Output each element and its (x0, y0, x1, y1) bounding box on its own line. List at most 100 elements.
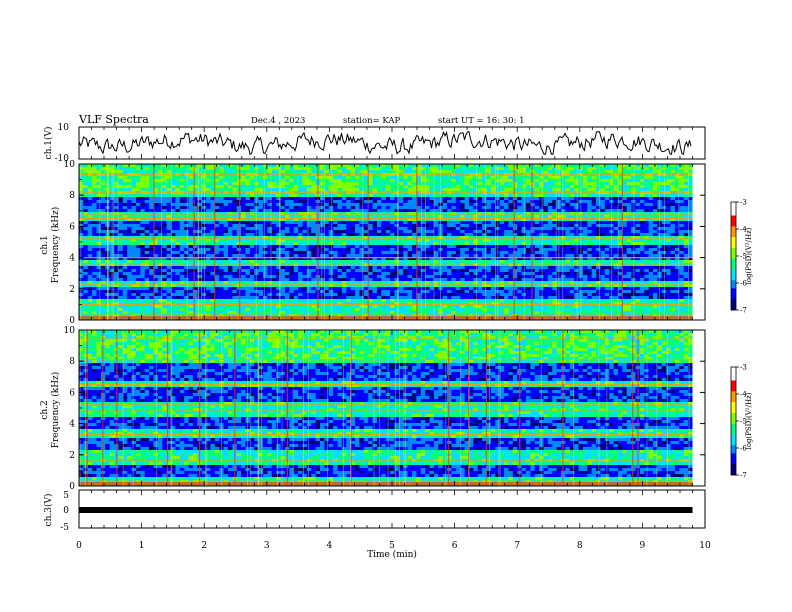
spectrogram-cell (442, 236, 448, 240)
spectrogram-cell (355, 233, 360, 237)
spectrogram-cell (144, 224, 150, 228)
spectrogram-cell (482, 194, 487, 198)
spectrogram-cell (582, 230, 588, 234)
spectrogram-cell (267, 242, 273, 246)
spectrogram-cell (258, 164, 264, 168)
spectrogram-cell (206, 200, 211, 204)
spectrogram-cell (648, 248, 654, 252)
spectrogram-cell (219, 221, 224, 225)
spectrogram-cell (350, 242, 356, 246)
spectrogram-cell (674, 230, 680, 234)
spectrogram-cell (486, 248, 492, 252)
spectrogram-cell (631, 224, 636, 228)
spectrogram-cell (302, 221, 308, 225)
spectrogram-cell (565, 188, 571, 192)
spectrogram-cell (206, 248, 211, 252)
spectrogram-cell (574, 206, 579, 210)
spectrogram-cell (127, 236, 132, 240)
spectrogram-cell (644, 185, 649, 189)
spectrogram-cell (372, 170, 378, 174)
spectrogram-cell (653, 227, 658, 231)
spectrogram-cell (381, 227, 387, 231)
spectrogram-cell (534, 209, 540, 213)
spectrogram-cell (293, 269, 299, 273)
spectrogram-cell (135, 194, 141, 198)
spectrogram-cell (236, 164, 242, 168)
spectrogram-cell (118, 188, 124, 192)
spectrogram-cell (639, 188, 645, 192)
spectrogram-cell (258, 266, 264, 270)
spectrogram-cell (311, 257, 316, 261)
spectrogram-cell (197, 236, 202, 240)
spectrogram-cell (276, 188, 281, 192)
spectrogram-cell (276, 182, 281, 186)
spectrogram-cell (258, 176, 264, 180)
spectrogram-cell (184, 182, 189, 186)
spectrogram-cell (135, 239, 141, 243)
spectrogram-cell (363, 197, 369, 201)
spectrogram-cell (284, 197, 290, 201)
spectrogram-cell (241, 182, 246, 186)
spectrogram-cell (547, 239, 553, 243)
spectrogram-cell (162, 242, 167, 246)
spectrogram-cell (179, 266, 185, 270)
spectrogram-cell (144, 242, 150, 246)
spectrogram-cell (635, 233, 641, 237)
spectrogram-cell (372, 266, 378, 270)
spectrogram-cell (679, 230, 685, 234)
spectrogram-cell (543, 260, 549, 264)
spectrogram-cell (587, 170, 592, 174)
spectrogram-cell (653, 242, 658, 246)
spectrogram-cell (201, 179, 207, 183)
spectrogram-cell (534, 170, 540, 174)
spectrogram-cell (333, 239, 338, 243)
spectrogram-cell (591, 266, 597, 270)
spectrogram-cell (236, 215, 242, 219)
spectrogram-cell (565, 260, 571, 264)
spectrogram-cell (412, 188, 417, 192)
spectrogram-cell (688, 248, 693, 252)
spectrogram-cell (157, 248, 163, 252)
spectrogram-cell (587, 215, 592, 219)
spectrogram-cell (355, 182, 360, 186)
spectrogram-cell (504, 182, 509, 186)
spectrogram-cell (118, 266, 124, 270)
spectrogram-cell (219, 242, 224, 246)
spectrogram-cell (552, 266, 557, 270)
spectrogram-cell (188, 164, 194, 168)
spectrogram-cell (328, 236, 334, 240)
spectrogram-cell (596, 245, 601, 249)
spectrogram-cell (79, 176, 84, 180)
spectrogram-cell (631, 188, 636, 192)
spectrogram-cell (561, 251, 566, 255)
spectrogram-cell (416, 233, 422, 237)
spectrogram-cell (582, 260, 588, 264)
spectrogram-cell (670, 203, 676, 207)
spectrogram-cell (469, 197, 474, 201)
spectrogram-cell (96, 236, 102, 240)
spectrogram-cell (416, 188, 422, 192)
spectrogram-cell (267, 227, 273, 231)
spectrogram-cell (477, 239, 483, 243)
spectrogram-cell (127, 245, 132, 249)
spectrogram-cell (617, 257, 623, 261)
spectrogram-cell (604, 224, 610, 228)
spectrogram-cell (447, 248, 452, 252)
spectrogram-cell (455, 266, 461, 270)
spectrogram-cell (87, 164, 93, 168)
spectrogram-cell (83, 254, 89, 258)
spectrogram-cell (420, 170, 426, 174)
spectrogram-cell (420, 260, 426, 264)
spectrogram-cell (298, 221, 303, 225)
spectrogram-cell (127, 179, 132, 183)
spectrogram-cell (258, 230, 264, 234)
spectrogram-cell (390, 236, 395, 240)
spectrogram-cell (460, 209, 465, 213)
spectrogram-cell (622, 266, 628, 270)
spectrogram-cell (403, 197, 408, 201)
spectrogram-cell (140, 167, 146, 171)
spectrogram-cell (442, 197, 448, 201)
spectrogram-cell (412, 203, 417, 207)
spectrogram-cell (626, 209, 632, 213)
spectrogram-cell (486, 164, 492, 168)
